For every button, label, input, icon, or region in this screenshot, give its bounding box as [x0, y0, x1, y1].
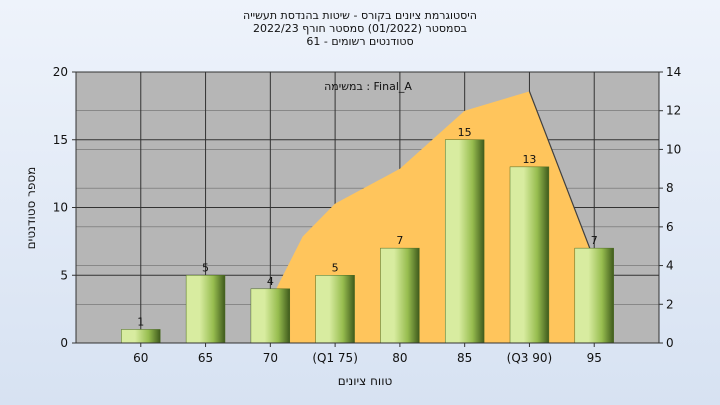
bar-0 [121, 329, 161, 344]
y2-tick-label: 2 [666, 297, 674, 311]
x-tick-label: (Q1 75) [312, 351, 358, 365]
y2-tick-label: 6 [666, 220, 674, 234]
bar-value-label: 7 [591, 234, 598, 247]
bar-value-label: 15 [458, 126, 472, 139]
x-axis-title: טווח ציונים [337, 374, 393, 388]
y-tick-label: 15 [53, 133, 68, 147]
chart-annotation: במשימה : Final_A [324, 80, 412, 93]
bar-5 [444, 139, 485, 344]
bar-value-label: 7 [396, 234, 403, 247]
bar-3 [315, 275, 355, 344]
bar-value-label: 5 [202, 261, 209, 274]
bar-7 [574, 247, 614, 344]
bar-4 [380, 247, 420, 344]
y2-tick-label: 12 [666, 104, 681, 118]
x-tick-label: 85 [457, 351, 472, 365]
cumulative-area-edge [528, 91, 595, 260]
y2-tick-label: 4 [666, 259, 674, 273]
y2-tick-label: 8 [666, 181, 674, 195]
x-tick-label: 65 [198, 351, 213, 365]
bar-value-label: 5 [332, 261, 339, 274]
y-tick-label: 5 [60, 268, 68, 282]
bar-value-label: 4 [267, 275, 274, 288]
bar-value-label: 13 [522, 153, 536, 166]
x-tick-label: 95 [587, 351, 602, 365]
y-tick-label: 20 [53, 65, 68, 79]
y-tick-label: 0 [60, 336, 68, 350]
bar-2 [250, 288, 291, 344]
chart-title-line-2: בסמסטר (01/2022) סמסטר חורף 2022/23 [253, 22, 467, 35]
bar-6 [509, 166, 550, 344]
x-tick-label: (Q3 90) [507, 351, 553, 365]
chart-title-line-3: סטודנטים רשומים - 61 [306, 35, 414, 48]
y2-tick-label: 10 [666, 142, 681, 156]
bar-1 [185, 275, 226, 344]
y2-tick-label: 0 [666, 336, 674, 350]
x-tick-label: 80 [392, 351, 407, 365]
x-tick-label: 70 [263, 351, 278, 365]
y-tick-label: 10 [53, 201, 68, 215]
y-axis-title: מספר סטודנטים [24, 166, 38, 250]
chart-title-line-1: היסטוגרמת ציונים בקורס - שיטות בהנדסת תע… [243, 9, 477, 22]
chart-title: היסטוגרמת ציונים בקורס - שיטות בהנדסת תע… [0, 9, 720, 48]
x-tick-label: 60 [133, 351, 148, 365]
y2-tick-label: 14 [666, 65, 681, 79]
bar-value-label: 1 [137, 315, 144, 328]
